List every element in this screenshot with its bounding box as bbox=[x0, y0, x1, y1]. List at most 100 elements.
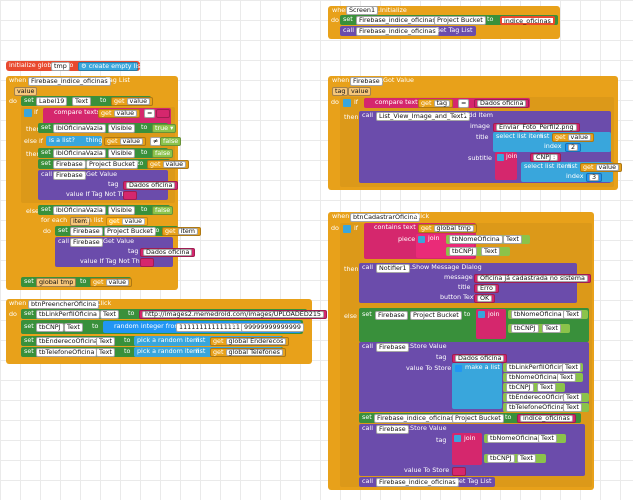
text-string-block[interactable]: Dados oficina bbox=[140, 248, 196, 257]
property-dropdown[interactable]: Text bbox=[72, 97, 91, 106]
gear-icon[interactable] bbox=[497, 154, 504, 161]
operator-dropdown[interactable]: = bbox=[144, 109, 156, 118]
property-dropdown[interactable]: Project Bucket bbox=[86, 160, 138, 169]
text-string-block[interactable]: Dados oficina bbox=[452, 354, 508, 363]
text-string-block[interactable]: Oficina já cadastrada no sistema bbox=[474, 274, 591, 283]
text-getter-block[interactable] bbox=[446, 247, 510, 256]
component-dropdown[interactable]: List_View_Image_and_Text1 bbox=[376, 112, 471, 121]
property-dropdown[interactable]: Text bbox=[557, 373, 576, 382]
property-dropdown[interactable]: Project Bucket bbox=[410, 311, 462, 320]
property-dropdown[interactable]: Project Bucket bbox=[452, 414, 504, 423]
parameter-value[interactable]: value bbox=[14, 87, 38, 96]
component-dropdown[interactable]: Firebase bbox=[375, 311, 408, 320]
text-string-block[interactable] bbox=[140, 258, 154, 267]
component-dropdown[interactable]: tbCNPJ bbox=[449, 247, 477, 256]
component-dropdown[interactable]: Screen1 bbox=[346, 6, 379, 15]
text-string-block[interactable]: Dados oficina bbox=[474, 99, 530, 108]
get-value-block[interactable]: get value bbox=[552, 133, 595, 142]
component-dropdown[interactable]: Notifier1 bbox=[376, 264, 410, 273]
component-dropdown[interactable]: Firebase bbox=[376, 425, 409, 434]
variable-dropdown[interactable]: value bbox=[126, 98, 151, 105]
get-value-block[interactable]: get value bbox=[147, 160, 190, 169]
component-dropdown[interactable]: Firebase bbox=[53, 160, 86, 169]
initialize-global-block[interactable] bbox=[6, 61, 140, 71]
property-dropdown[interactable]: Text bbox=[538, 434, 557, 443]
component-dropdown[interactable]: tbLinkPerfilOficina bbox=[506, 363, 570, 372]
gear-icon[interactable]: ⚙ bbox=[81, 62, 89, 70]
gear-icon[interactable] bbox=[343, 225, 351, 233]
property-dropdown[interactable]: Visible bbox=[108, 149, 135, 158]
gear-icon[interactable] bbox=[24, 109, 32, 117]
component-dropdown[interactable]: lblOficinaVazia bbox=[53, 149, 106, 158]
get-global-block[interactable]: get global Telefones bbox=[210, 348, 286, 357]
property-dropdown[interactable]: Project Bucket bbox=[104, 227, 156, 236]
text-getter-block[interactable] bbox=[508, 324, 570, 333]
create-empty-list-block[interactable]: ⚙ create empty list bbox=[78, 62, 143, 71]
parameter-value[interactable]: value bbox=[348, 87, 372, 96]
component-dropdown[interactable]: tbCNPJ bbox=[487, 454, 515, 463]
text-string-block[interactable] bbox=[156, 109, 170, 118]
gear-icon[interactable] bbox=[455, 365, 462, 372]
component-dropdown[interactable]: Label19 bbox=[36, 97, 68, 106]
get-value-block[interactable]: get value bbox=[98, 109, 141, 118]
component-dropdown[interactable]: tbCNPJ bbox=[36, 323, 64, 332]
property-dropdown[interactable]: Text bbox=[517, 454, 536, 463]
component-dropdown[interactable]: Firebase_indice_oficinas bbox=[356, 27, 439, 36]
component-dropdown[interactable]: Firebase bbox=[350, 77, 383, 86]
component-dropdown[interactable]: Firebase bbox=[70, 238, 103, 247]
property-dropdown[interactable]: Text bbox=[100, 310, 119, 319]
property-dropdown[interactable]: Text bbox=[537, 383, 556, 392]
is-a-list-block[interactable] bbox=[46, 136, 102, 146]
gear-icon[interactable] bbox=[454, 435, 461, 442]
text-string-block[interactable]: Dados oficina bbox=[123, 181, 179, 190]
get-tag-block[interactable]: get tag bbox=[418, 99, 454, 108]
get-value-block[interactable]: get value bbox=[111, 97, 154, 106]
property-dropdown[interactable]: Text bbox=[481, 247, 500, 256]
property-dropdown[interactable]: Text bbox=[96, 337, 115, 346]
variable-name-field[interactable]: tmp bbox=[51, 62, 70, 71]
get-global-block[interactable]: get global tmp bbox=[418, 224, 477, 233]
component-dropdown[interactable]: Firebase bbox=[70, 227, 103, 236]
text-string-block[interactable]: indice_oficinas bbox=[517, 414, 576, 423]
get-item-block[interactable]: get item bbox=[162, 227, 201, 236]
property-dropdown[interactable]: Visible bbox=[108, 206, 135, 215]
component-dropdown[interactable]: tbCNPJ bbox=[506, 383, 534, 392]
property-dropdown[interactable]: Text bbox=[64, 323, 83, 332]
text-getter-block[interactable] bbox=[484, 454, 546, 463]
component-dropdown[interactable]: tbTelefoneOficina bbox=[506, 403, 568, 412]
boolean-block[interactable]: false bbox=[152, 149, 174, 158]
parameter-tag[interactable]: tag bbox=[332, 87, 349, 96]
number-block[interactable]: 3 bbox=[586, 173, 603, 182]
property-dropdown[interactable]: Text bbox=[96, 348, 115, 357]
boolean-block[interactable]: false bbox=[160, 137, 182, 146]
component-dropdown[interactable]: lblOficinaVazia bbox=[53, 124, 106, 133]
component-dropdown[interactable]: tbEnderecoOficina bbox=[36, 337, 101, 346]
text-string-block[interactable]: http://images2.memedroid.com/images/UPLO… bbox=[139, 310, 327, 319]
text-string-block[interactable]: OK bbox=[474, 294, 496, 303]
property-dropdown[interactable]: Text bbox=[563, 310, 582, 319]
component-dropdown[interactable]: btnCadastrarOficina bbox=[350, 213, 421, 222]
pick-random-item-block[interactable] bbox=[134, 347, 282, 357]
component-dropdown[interactable]: Firebase_indice_oficinas bbox=[374, 414, 457, 423]
property-dropdown[interactable]: Text bbox=[503, 235, 522, 244]
number-field[interactable]: 99999999999999 bbox=[241, 323, 304, 332]
component-dropdown[interactable]: tbNomeOficina bbox=[449, 235, 503, 244]
component-dropdown[interactable]: Firebase bbox=[53, 171, 86, 180]
text-string-block[interactable]: indice_oficinas bbox=[500, 16, 555, 25]
gear-icon[interactable] bbox=[418, 236, 425, 243]
component-dropdown[interactable]: tbNomeOficina bbox=[511, 310, 565, 319]
text-string-block[interactable] bbox=[452, 467, 466, 476]
component-dropdown[interactable]: tbEnderecoOficina bbox=[506, 393, 571, 402]
component-dropdown[interactable]: lblOficinaVazia bbox=[53, 206, 106, 215]
loop-variable-field[interactable]: item bbox=[70, 217, 91, 226]
property-dropdown[interactable]: Text bbox=[542, 324, 561, 333]
get-value-block[interactable]: get value bbox=[90, 278, 133, 287]
component-dropdown[interactable]: tbLinkPerfilOficina bbox=[36, 310, 100, 319]
property-dropdown[interactable]: Text bbox=[563, 403, 582, 412]
gear-icon[interactable] bbox=[478, 311, 485, 318]
component-dropdown[interactable]: Firebase_indice_oficinas bbox=[28, 77, 111, 86]
boolean-block[interactable]: true ▾ bbox=[152, 124, 177, 133]
property-dropdown[interactable]: Text bbox=[563, 393, 582, 402]
component-dropdown[interactable]: btnPreencherOficina bbox=[28, 300, 100, 309]
get-value-block[interactable]: get value bbox=[104, 137, 147, 146]
